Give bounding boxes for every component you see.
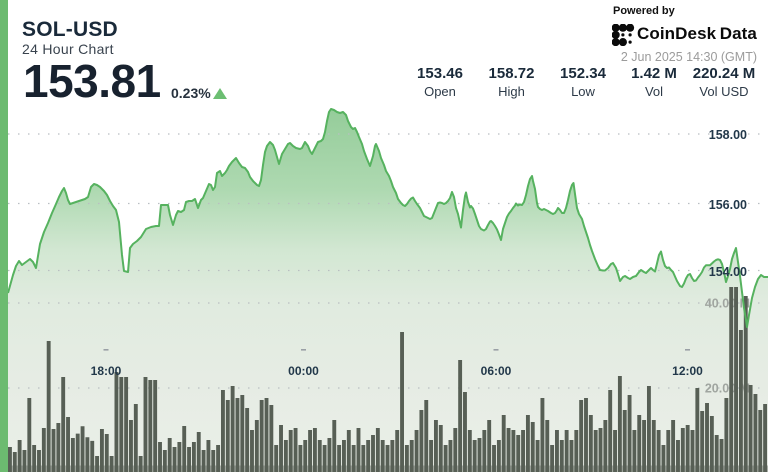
svg-text:20.00 M: 20.00 M	[705, 382, 750, 396]
svg-text:40.00 M: 40.00 M	[705, 297, 750, 311]
